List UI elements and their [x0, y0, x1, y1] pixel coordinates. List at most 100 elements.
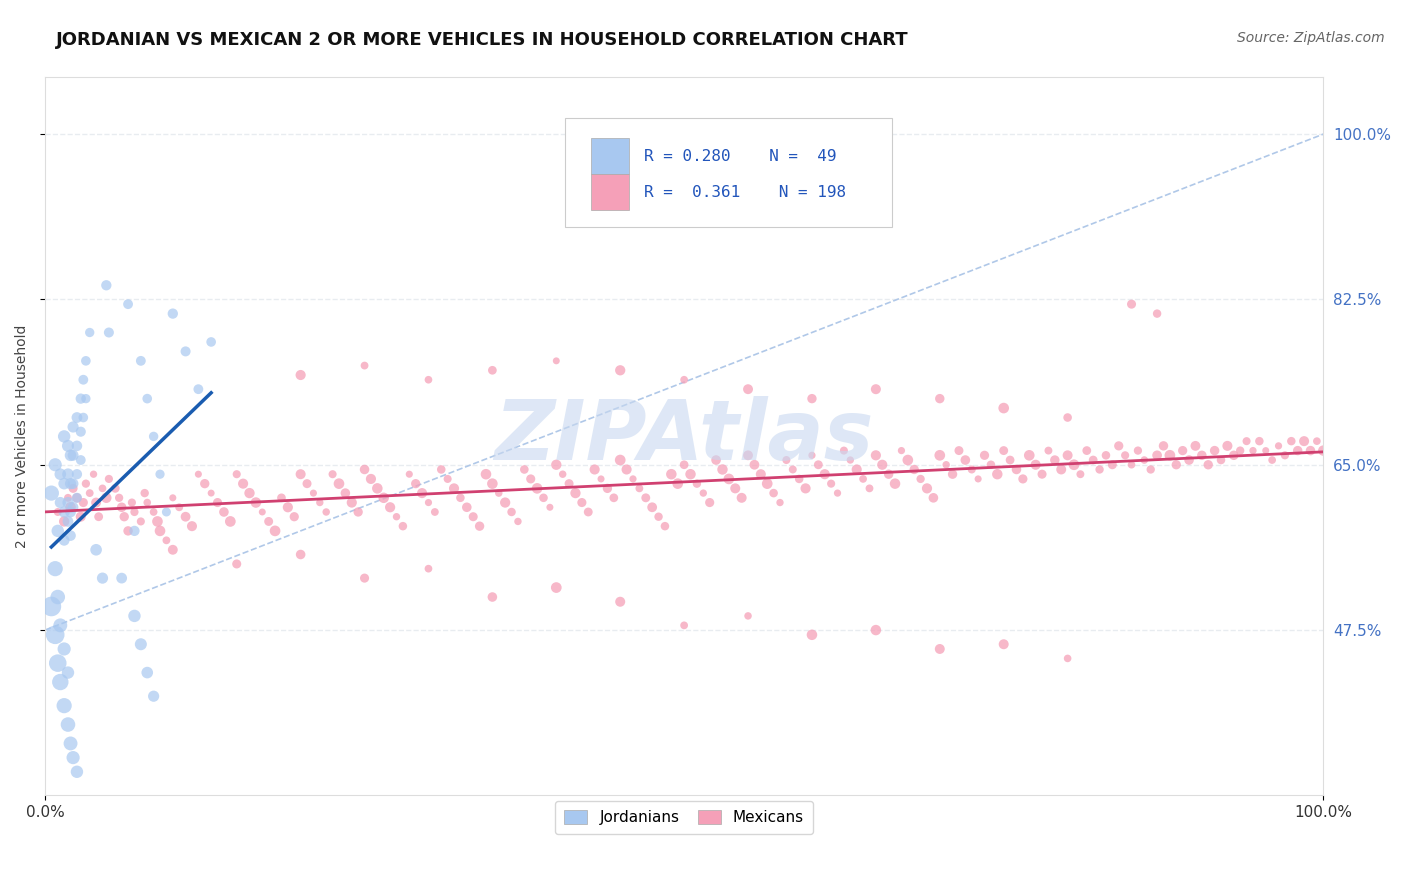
Point: [558, 476, 581, 491]
Point: [104, 482, 127, 496]
Point: [621, 472, 644, 486]
Point: [839, 453, 862, 467]
Point: [1056, 410, 1078, 425]
Point: [72, 373, 94, 387]
Point: [973, 448, 995, 462]
Point: [194, 476, 217, 491]
Point: [686, 476, 709, 491]
Point: [302, 486, 325, 500]
Point: [769, 495, 792, 509]
Point: [84, 542, 107, 557]
Point: [200, 486, 222, 500]
Point: [1083, 453, 1105, 467]
Point: [136, 665, 159, 680]
Point: [1056, 448, 1078, 462]
Point: [353, 359, 375, 373]
Point: [46, 505, 69, 519]
Point: [519, 472, 541, 486]
Point: [756, 476, 779, 491]
Point: [212, 505, 235, 519]
Point: [744, 458, 766, 472]
Point: [69, 425, 91, 439]
Point: [41, 599, 63, 614]
Point: [501, 505, 523, 519]
Point: [1153, 439, 1175, 453]
Point: [827, 486, 849, 500]
Point: [315, 505, 337, 519]
Point: [589, 472, 612, 486]
Point: [373, 491, 395, 505]
Point: [800, 392, 823, 406]
Point: [538, 500, 561, 515]
Point: [1025, 458, 1047, 472]
Point: [1031, 467, 1053, 482]
Point: [673, 458, 696, 472]
Point: [1050, 462, 1073, 476]
Point: [1184, 439, 1206, 453]
Point: [576, 505, 599, 519]
Point: [290, 467, 312, 482]
Point: [583, 462, 606, 476]
Point: [1294, 434, 1316, 449]
Point: [616, 462, 638, 476]
Point: [59, 448, 82, 462]
Point: [124, 505, 146, 519]
Point: [865, 448, 887, 462]
Point: [181, 519, 204, 533]
Point: [986, 467, 1008, 482]
Point: [1088, 462, 1111, 476]
Point: [481, 476, 503, 491]
Point: [1114, 448, 1136, 462]
Point: [1166, 458, 1188, 472]
Point: [87, 509, 110, 524]
Point: [257, 515, 280, 529]
Point: [49, 618, 72, 632]
Point: [398, 467, 420, 482]
Point: [1063, 458, 1085, 472]
Point: [948, 443, 970, 458]
Point: [1216, 439, 1239, 453]
Point: [385, 509, 408, 524]
Point: [1261, 453, 1284, 467]
Point: [79, 326, 101, 340]
Point: [993, 443, 1015, 458]
Point: [167, 500, 190, 515]
Point: [488, 486, 510, 500]
Point: [998, 453, 1021, 467]
Point: [56, 491, 79, 505]
Point: [62, 476, 84, 491]
Point: [654, 519, 676, 533]
Point: [775, 453, 797, 467]
Point: [75, 354, 97, 368]
Point: [967, 472, 990, 486]
Point: [142, 429, 165, 443]
Point: [1005, 462, 1028, 476]
Point: [174, 509, 197, 524]
Point: [290, 548, 312, 562]
Point: [800, 448, 823, 462]
Point: [335, 486, 357, 500]
Point: [1121, 458, 1143, 472]
Point: [72, 495, 94, 509]
Point: [1299, 443, 1322, 458]
Point: [800, 628, 823, 642]
Point: [730, 491, 752, 505]
Point: [418, 495, 440, 509]
Point: [935, 458, 957, 472]
Point: [111, 571, 134, 585]
FancyBboxPatch shape: [565, 119, 893, 227]
Point: [506, 515, 529, 529]
Point: [628, 482, 651, 496]
Point: [1121, 297, 1143, 311]
Point: [66, 491, 89, 505]
Point: [1069, 467, 1091, 482]
Point: [225, 557, 247, 571]
Point: [858, 482, 880, 496]
Point: [922, 491, 945, 505]
Text: JORDANIAN VS MEXICAN 2 OR MORE VEHICLES IN HOUSEHOLD CORRELATION CHART: JORDANIAN VS MEXICAN 2 OR MORE VEHICLES …: [56, 31, 908, 49]
Point: [238, 486, 260, 500]
Point: [111, 500, 134, 515]
Point: [463, 509, 485, 524]
Point: [928, 392, 950, 406]
Point: [340, 495, 363, 509]
